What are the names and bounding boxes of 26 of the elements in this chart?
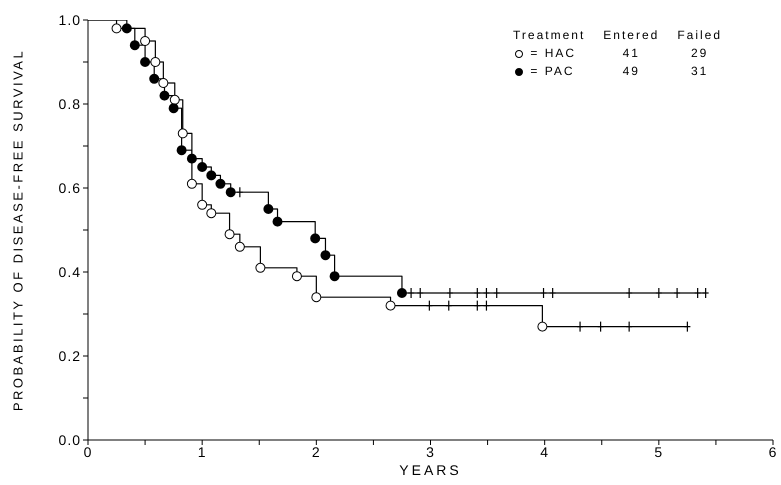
y-tick-label: 1.0 [58, 12, 81, 28]
y-tick-label: 0.2 [58, 348, 81, 364]
annotation: 29 [690, 45, 710, 62]
annotation: 41 [622, 45, 641, 62]
y-tick-label: 0.0 [58, 432, 81, 448]
text: = [530, 64, 540, 78]
x-tick-label: 4 [540, 444, 550, 460]
annotation: 31 [690, 63, 710, 80]
x-tick-label: 3 [426, 444, 435, 460]
legend-label: HAC [544, 46, 576, 60]
legend-title: Treatment [512, 27, 586, 44]
y-tick-label: 0.6 [58, 180, 81, 196]
x-tick-label: 1 [198, 444, 207, 460]
legend-label: PAC [544, 64, 575, 78]
x-axis-title: YEARS [399, 462, 462, 478]
x-tick-label: 0 [84, 444, 92, 460]
annotation: Entered [602, 27, 660, 44]
x-tick-label: 6 [768, 444, 778, 460]
annotation: = [529, 46, 540, 60]
y-tick-label: 0.4 [58, 264, 81, 280]
y-tick-label: 0.8 [58, 96, 81, 112]
x-tick-label: 2 [312, 444, 321, 460]
annotation: Failed [676, 27, 723, 44]
x-tick-label: 5 [654, 444, 664, 460]
annotation: 49 [622, 63, 641, 80]
y-axis-title: PROBABILITY OF DISEASE-FREE SURVIVAL [10, 48, 26, 412]
